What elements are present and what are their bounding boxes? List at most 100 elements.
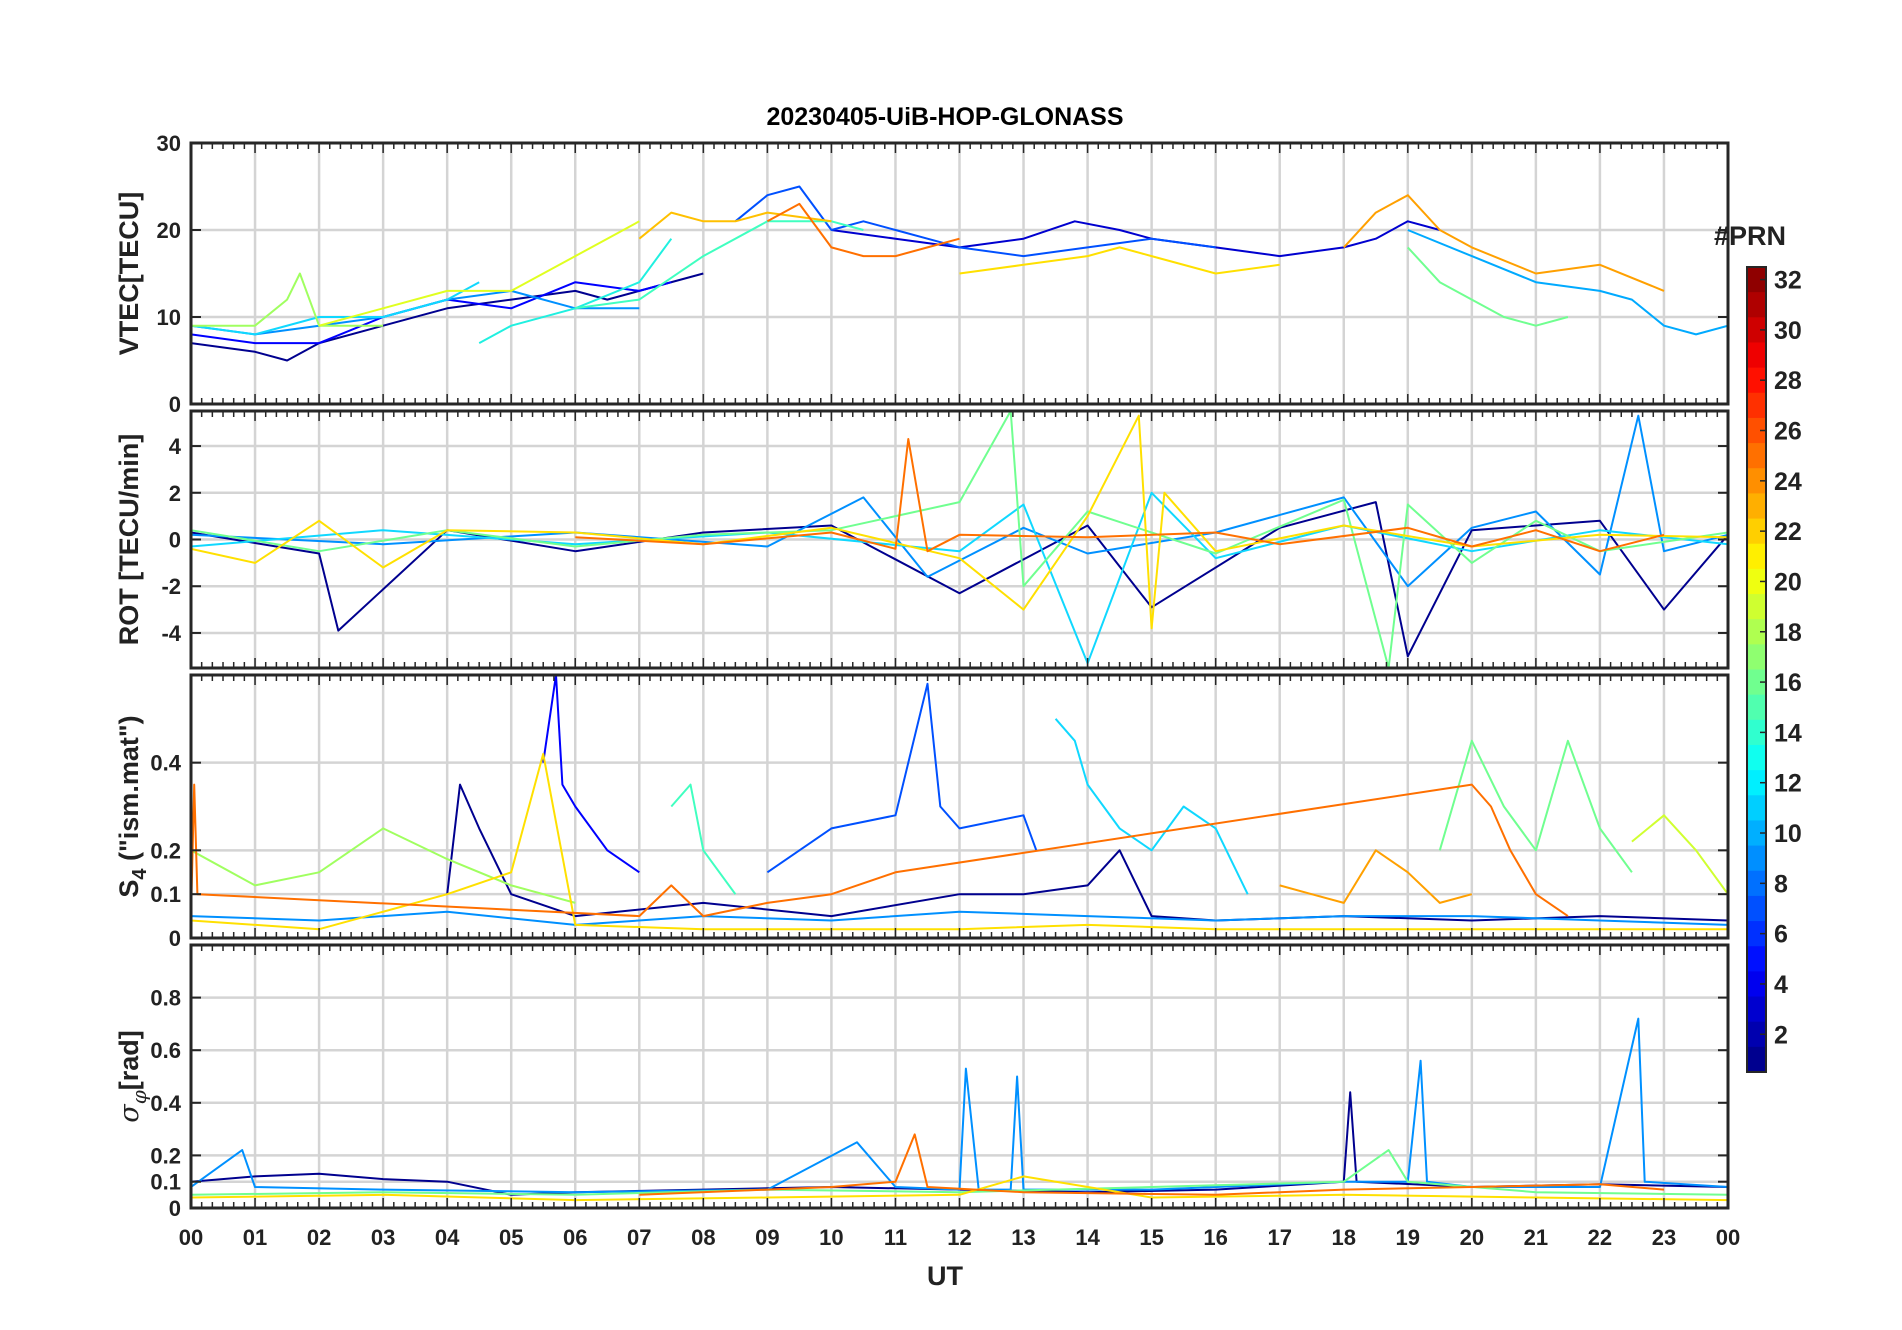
data-layer <box>191 185 1728 1202</box>
colorbar-swatch <box>1747 619 1766 645</box>
y-axis-label-3: S4 ("ism.mat") <box>114 715 151 897</box>
x-tick-label: 00 <box>179 1225 203 1250</box>
y-axis-label-rest: [rad] <box>114 1030 144 1090</box>
y-tick-label: -4 <box>161 621 181 646</box>
x-tick-label: 11 <box>884 1225 907 1250</box>
colorbar-swatch <box>1747 669 1766 696</box>
x-tick-label: 12 <box>947 1225 971 1250</box>
y-axis-label-1: VTEC[TECU] <box>114 192 144 356</box>
y-tick-label: -2 <box>161 574 181 599</box>
colorbar-swatch <box>1747 392 1766 419</box>
colorbar-swatch <box>1747 1021 1766 1048</box>
series-line-prn-20 <box>959 246 1280 275</box>
series-line-prn-6 <box>766 682 1038 874</box>
colorbar-swatch <box>1747 342 1766 369</box>
x-tick-label: 01 <box>243 1225 267 1250</box>
x-tick-label: 22 <box>1588 1225 1612 1250</box>
colorbar-swatch <box>1747 744 1766 771</box>
x-tick-label: 08 <box>691 1225 715 1250</box>
colorbar-tick-label: 10 <box>1774 820 1802 848</box>
y-axis-label-rest: ("ism.mat") <box>114 715 144 868</box>
colorbar-swatch <box>1747 443 1766 469</box>
series-line-prn-20 <box>191 414 1728 630</box>
series-line-prn-2 <box>191 501 1728 658</box>
colorbar-swatch <box>1747 594 1766 620</box>
colorbar-label: #PRN <box>1714 221 1786 251</box>
x-tick-label: 14 <box>1075 1225 1100 1250</box>
series-line-prn-17 <box>191 272 384 327</box>
y-tick-label: 0 <box>169 528 181 553</box>
grid-layer <box>191 141 1728 1210</box>
x-tick-label: 06 <box>563 1225 587 1250</box>
x-tick-label: 05 <box>499 1225 523 1250</box>
colorbar-swatch <box>1747 292 1766 318</box>
colorbar-tick-label: 26 <box>1774 418 1802 446</box>
x-tick-label: 21 <box>1524 1225 1548 1250</box>
y-axis-label-2: ROT [TECU/min] <box>114 434 144 645</box>
colorbar-tick-label: 32 <box>1774 267 1802 295</box>
colorbar-swatch <box>1747 267 1766 293</box>
y-tick-label: 0 <box>169 392 181 417</box>
series-line-prn-6 <box>734 185 1216 258</box>
colorbar-tick-label: 16 <box>1774 669 1802 697</box>
colorbar-tick-label: 20 <box>1774 568 1802 596</box>
colorbar-swatch <box>1747 543 1766 570</box>
series-line-prn-2 <box>191 272 704 362</box>
y-tick-label: 0.1 <box>150 1170 181 1195</box>
y-tick-label: 0.6 <box>150 1038 181 1063</box>
y-tick-label: 0.2 <box>150 1143 181 1168</box>
series-line-prn-22 <box>1343 194 1665 292</box>
y-tick-label: 0.8 <box>150 986 181 1011</box>
y-tick-label: 30 <box>157 131 181 156</box>
colorbar-swatch <box>1747 317 1766 343</box>
x-tick-label: 15 <box>1139 1225 1163 1250</box>
colorbar-tick-label: 4 <box>1774 971 1788 999</box>
series-line-prn-24 <box>639 1133 1665 1196</box>
y-tick-label: 0 <box>169 926 181 951</box>
y-tick-label: 0.4 <box>150 1091 181 1116</box>
y-tick-label: 0.1 <box>150 882 181 907</box>
colorbar-swatch <box>1747 719 1766 746</box>
y-tick-label: 0.2 <box>150 838 181 863</box>
x-tick-label: 20 <box>1460 1225 1484 1250</box>
colorbar-swatch <box>1747 921 1766 947</box>
series-line-prn-16 <box>1407 246 1569 327</box>
y-axis-label-main: σ <box>114 1103 145 1123</box>
series-line-prn-9 <box>191 289 640 336</box>
series-line-prn-16 <box>191 1149 1728 1196</box>
series-line-prn-16 <box>191 411 1728 668</box>
x-tick-label: 09 <box>755 1225 779 1250</box>
series-line-prn-21 <box>638 211 832 240</box>
x-tick-label: 17 <box>1267 1225 1291 1250</box>
colorbar-swatch <box>1747 845 1766 872</box>
y-tick-label: 10 <box>157 305 181 330</box>
x-tick-label: 03 <box>371 1225 395 1250</box>
series-line-prn-10 <box>1407 229 1728 336</box>
y-tick-label: 20 <box>157 218 181 243</box>
colorbar-tick-label: 18 <box>1774 619 1802 647</box>
y-axis-label-4: σφ[rad] <box>114 1030 151 1122</box>
colorbar-swatch <box>1747 946 1766 972</box>
colorbar-tick-label: 30 <box>1774 317 1802 345</box>
colorbar-frame <box>1746 266 1767 1073</box>
x-tick-label: 23 <box>1652 1225 1676 1250</box>
series-line-prn-20 <box>191 1175 1728 1202</box>
colorbar-tick-label: 14 <box>1774 719 1802 747</box>
x-tick-label: 18 <box>1332 1225 1356 1250</box>
panel-4-series <box>191 1017 1728 1202</box>
series-line-prn-18 <box>1631 814 1728 895</box>
colorbar-swatch <box>1747 795 1766 821</box>
series-line-prn-24 <box>766 202 960 258</box>
series-line-prn-16 <box>1438 739 1633 873</box>
series-line-prn-17 <box>191 827 576 904</box>
colorbar-swatch <box>1747 971 1766 998</box>
colorbar-tick-label: 2 <box>1774 1021 1788 1049</box>
colorbar-swatch <box>1747 895 1766 922</box>
y-tick-label: 0 <box>169 1196 181 1221</box>
colorbar-tick-label: 6 <box>1774 921 1788 949</box>
colorbar-swatch <box>1747 996 1766 1023</box>
colorbar-tick-label: 28 <box>1774 367 1802 395</box>
series-line-prn-4 <box>542 675 640 874</box>
